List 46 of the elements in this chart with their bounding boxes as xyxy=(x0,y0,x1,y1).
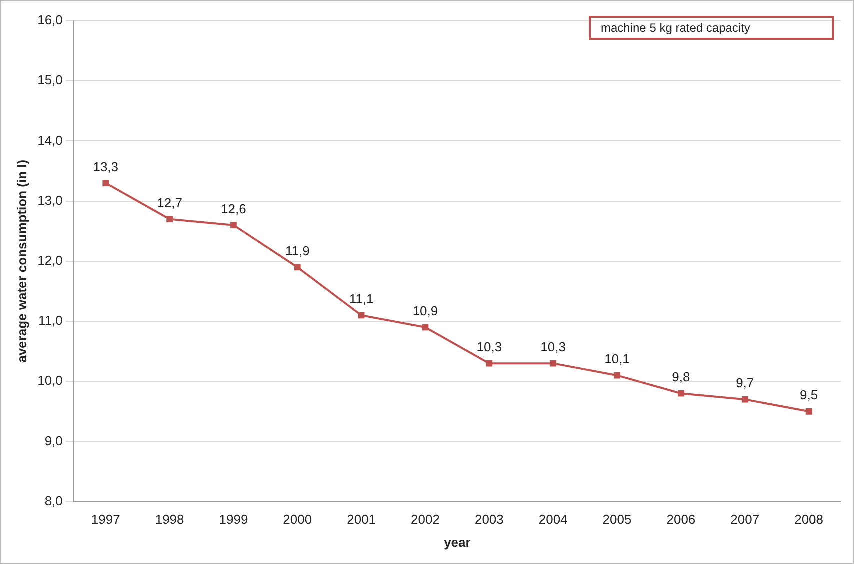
point xyxy=(614,372,620,379)
data-label: 10,3 xyxy=(540,340,566,355)
x-tick-label: 1997 xyxy=(91,512,120,528)
point xyxy=(166,216,173,223)
x-tick-label: 1998 xyxy=(155,512,184,528)
point xyxy=(806,408,812,415)
data-label: 9,5 xyxy=(800,388,818,403)
y-tick-label: 14,0 xyxy=(38,132,63,148)
point xyxy=(294,264,301,271)
x-tick-label: 2000 xyxy=(283,512,312,528)
note-frame: machine 5 kg rated capacity xyxy=(589,16,834,40)
data-label: 9,7 xyxy=(736,376,754,391)
point xyxy=(742,396,748,403)
data-label: 10,9 xyxy=(412,304,438,319)
x-tick-label: 2007 xyxy=(730,512,760,528)
x-tick-label: 2001 xyxy=(347,512,376,528)
y-tick-label: 8,0 xyxy=(44,493,63,508)
x-axis-title: year xyxy=(444,534,471,550)
point xyxy=(550,360,557,367)
x-tick-label: 2003 xyxy=(474,512,504,528)
y-tick-label: 15,0 xyxy=(38,72,63,88)
point xyxy=(102,180,110,186)
x-tick-label: 2008 xyxy=(794,512,824,528)
x-tick-label: 2004 xyxy=(538,512,568,528)
y-tick-label: 10,0 xyxy=(38,373,63,388)
y-tick-label: 9,0 xyxy=(44,433,63,448)
x-tick-label: 2005 xyxy=(602,512,632,528)
point xyxy=(678,390,684,397)
data-label: 13,3 xyxy=(93,159,119,174)
y-axis-title: average water consumption (in l) xyxy=(14,160,30,363)
point xyxy=(486,360,493,367)
data-label: 10,3 xyxy=(476,340,502,355)
y-tick-label: 16,0 xyxy=(38,12,63,28)
data-label: 12,6 xyxy=(221,201,246,216)
y-tick-label: 13,0 xyxy=(38,192,63,208)
y-tick-label: 12,0 xyxy=(38,252,63,268)
x-tick-label: 2006 xyxy=(666,512,696,528)
data-label: 12,7 xyxy=(157,195,182,210)
y-tick-label: 11,0 xyxy=(38,313,63,328)
x-tick-label: 1999 xyxy=(219,512,248,528)
data-label: 11,9 xyxy=(285,243,310,258)
data-label: 9,8 xyxy=(672,370,690,385)
x-tick-label: 2002 xyxy=(411,512,440,528)
point xyxy=(230,222,237,229)
data-label: 11,1 xyxy=(349,292,374,307)
data-label: 10,1 xyxy=(604,352,630,367)
